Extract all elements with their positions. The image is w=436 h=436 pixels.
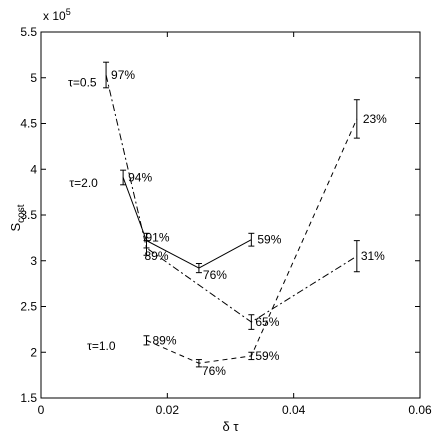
- y-tick-label: 2.5: [20, 300, 37, 314]
- series-label: τ=0.5: [68, 75, 97, 89]
- data-point-label: 65%: [255, 315, 279, 329]
- y-tick-label: 3.5: [20, 208, 37, 222]
- data-point-label: 97%: [111, 68, 135, 82]
- series-line: [122, 177, 252, 269]
- y-axis-exponent: x 105: [43, 7, 71, 23]
- data-point-label: 91%: [145, 231, 169, 245]
- y-axis-label-subscript: cost: [16, 204, 27, 223]
- data-point-label: 31%: [361, 249, 385, 263]
- y-axis-label: Scost: [8, 204, 27, 231]
- axes: 0 0.02 0.04 0.06 1.5 2 2.5 3 3.5 4 4.5 5 5.5: [20, 25, 432, 417]
- x-tick-label: 0.02: [156, 403, 180, 417]
- data-point-label: 94%: [128, 170, 152, 184]
- y-axis-exponent-power: 5: [66, 7, 71, 17]
- y-tick-label: 4: [30, 162, 37, 176]
- series-label: τ=1.0: [87, 339, 116, 353]
- y-tick-label: 4.5: [20, 117, 37, 131]
- y-tick-label: 3: [30, 254, 37, 268]
- y-tick-label: 1.5: [20, 391, 37, 405]
- data-point-label: 76%: [202, 364, 226, 378]
- y-tick-label: 5: [30, 71, 37, 85]
- series-1: [103, 61, 360, 330]
- y-axis-label-main: S: [8, 223, 23, 232]
- annotation-layer: 97% 89% 65% 31% τ=0.5 94% 91% 76% 59% τ=2.0 89% 76%…: [68, 68, 387, 378]
- data-point-label: 89%: [152, 333, 176, 347]
- series-2: [120, 169, 255, 274]
- series-3: [143, 99, 360, 368]
- series-line: [146, 118, 358, 364]
- data-point-label: 76%: [203, 268, 227, 282]
- y-tick-label: 2: [30, 345, 37, 359]
- x-tick-label: 0.04: [282, 403, 306, 417]
- x-axis-label: δ τ: [223, 419, 240, 434]
- series-label: τ=2.0: [69, 176, 98, 190]
- series-line: [105, 74, 358, 323]
- x-tick-label: 0: [38, 403, 45, 417]
- y-tick-label: 5.5: [20, 25, 37, 39]
- data-point-label: 23%: [363, 112, 387, 126]
- series-layer: [103, 61, 360, 368]
- data-point-label: 59%: [257, 233, 281, 247]
- y-axis-exponent-base: x 10: [43, 9, 66, 23]
- data-point-label: 59%: [255, 349, 279, 363]
- data-point-label: 89%: [144, 249, 168, 263]
- x-tick-label: 0.06: [408, 403, 432, 417]
